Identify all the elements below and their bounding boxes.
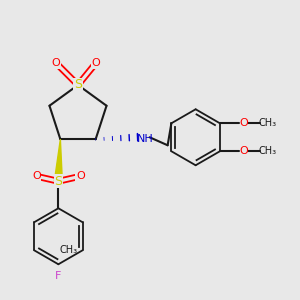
Text: O: O (239, 146, 248, 156)
Text: CH₃: CH₃ (60, 245, 78, 255)
Text: O: O (239, 118, 248, 128)
Text: F: F (55, 271, 61, 281)
Text: O: O (92, 58, 100, 68)
Text: CH₃: CH₃ (259, 146, 277, 156)
Text: O: O (32, 171, 41, 181)
Polygon shape (54, 139, 62, 182)
Text: NH: NH (137, 134, 154, 144)
Text: O: O (52, 58, 60, 68)
Text: O: O (76, 171, 85, 181)
Text: S: S (74, 79, 82, 92)
Text: S: S (54, 175, 62, 188)
Text: CH₃: CH₃ (259, 118, 277, 128)
